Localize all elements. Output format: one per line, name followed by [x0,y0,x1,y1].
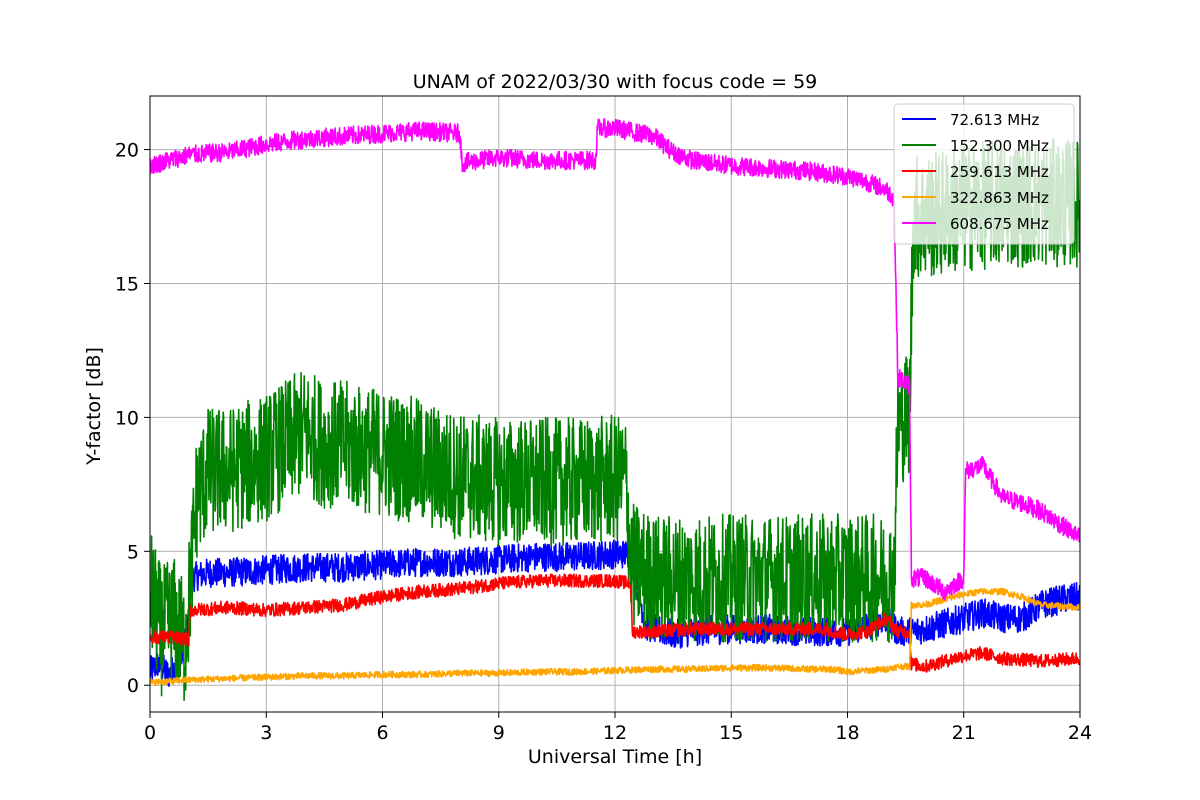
legend-label: 152.300 MHz [950,137,1049,155]
series-line-3 [150,573,1080,673]
y-tick-label: 5 [127,541,139,563]
x-tick-label: 9 [493,722,505,744]
plot-area-frame [149,95,1081,713]
series-line-4 [150,587,1080,687]
legend-box [893,103,1075,245]
x-axis-title: Universal Time [h] [528,746,702,768]
chart-title: UNAM of 2022/03/30 with focus code = 59 [413,71,818,93]
y-tick-label: 0 [127,675,139,697]
x-tick-label: 6 [376,722,388,744]
x-tick-label: 0 [144,722,156,744]
y-tick-label: 15 [115,273,139,295]
legend-label: 608.675 MHz [950,215,1049,233]
legend: 72.613 MHz 152.300 MHz 259.613 MHz 322.863 … [893,103,1075,245]
x-tick-label: 18 [835,722,859,744]
legend-label: 259.613 MHz [950,163,1049,181]
y-axis-title: Y-factor [dB] [83,347,105,466]
x-tick-label: 12 [603,722,627,744]
legend-label: 322.863 MHz [950,189,1049,207]
y-tick-label: 20 [115,140,139,162]
series-line-5 [150,118,1080,601]
x-tick-label: 21 [952,722,976,744]
legend-label: 72.613 MHz [950,111,1039,129]
series-line-1 [150,539,1080,687]
y-tick-label: 10 [115,407,139,429]
x-tick-label: 3 [260,722,272,744]
x-tick-label: 15 [719,722,743,744]
axes: 0 3 6 9 12 15 18 21 24 0 5 10 15 20 [115,95,1092,744]
x-tick-label: 24 [1068,722,1092,744]
